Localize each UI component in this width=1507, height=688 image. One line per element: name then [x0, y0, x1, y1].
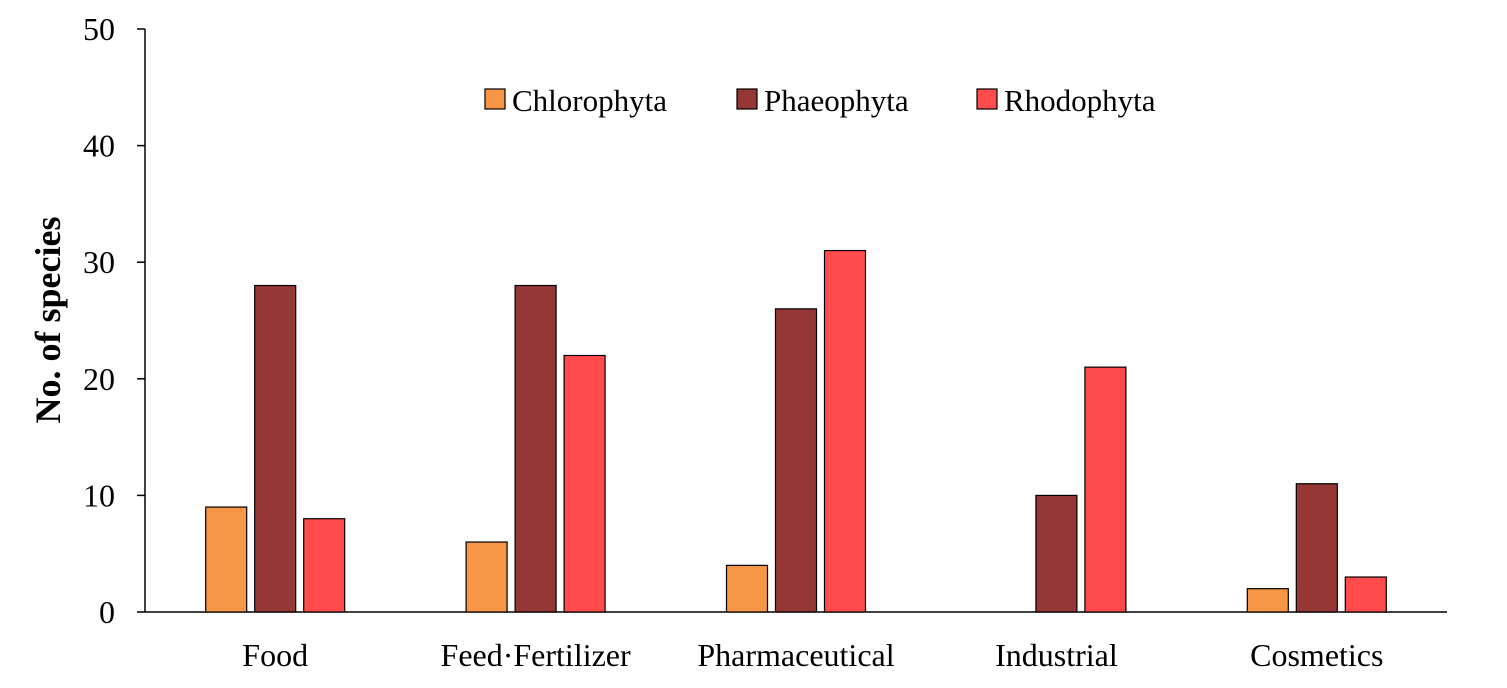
x-tick-label: Pharmaceutical — [697, 637, 894, 673]
y-tick-label: 20 — [83, 361, 115, 397]
bar-phaeophyta — [1295, 483, 1338, 613]
y-tick-label: 10 — [83, 477, 115, 513]
bar-chlorophyta — [1246, 588, 1289, 613]
x-tick-label: Cosmetics — [1250, 637, 1383, 673]
x-tick-label: Food — [242, 637, 308, 673]
bar-chlorophyta — [725, 564, 769, 613]
legend-label: Chlorophyta — [512, 83, 667, 118]
y-axis-title: No. of species — [28, 217, 68, 424]
y-tick-label: 40 — [83, 128, 115, 164]
y-tick-label: 30 — [83, 244, 115, 280]
bar-phaeophyta — [774, 308, 818, 613]
bar-rhodophyta — [823, 249, 867, 613]
bar-rhodophyta — [563, 354, 606, 613]
bar-rhodophyta — [1084, 366, 1127, 613]
x-tick-label: Feed·Fertilizer — [441, 637, 631, 673]
y-tick-label: 0 — [99, 594, 115, 630]
legend: Chlorophyta Phaeophyta Rhodophyta — [484, 83, 1156, 118]
legend-label: Phaeophyta — [764, 83, 909, 118]
legend-swatch-chlorophyta — [484, 88, 506, 110]
x-tick-label: Industrial — [995, 637, 1118, 673]
legend-swatch-phaeophyta — [736, 88, 758, 110]
plot-area: 0 10 20 30 40 50 Food Feed·Fertilizer Pharmaceut… — [83, 11, 1447, 673]
bar-chlorophyta — [465, 541, 508, 613]
bar-phaeophyta — [1035, 494, 1078, 613]
bar-rhodophyta — [1344, 576, 1387, 613]
bar-phaeophyta — [254, 284, 297, 613]
legend-label: Rhodophyta — [1004, 83, 1156, 118]
legend-swatch-rhodophyta — [976, 88, 998, 110]
bar-phaeophyta — [514, 284, 557, 613]
y-tick-label: 50 — [83, 11, 115, 47]
bar-rhodophyta — [303, 518, 346, 613]
bar-chlorophyta — [205, 506, 248, 613]
